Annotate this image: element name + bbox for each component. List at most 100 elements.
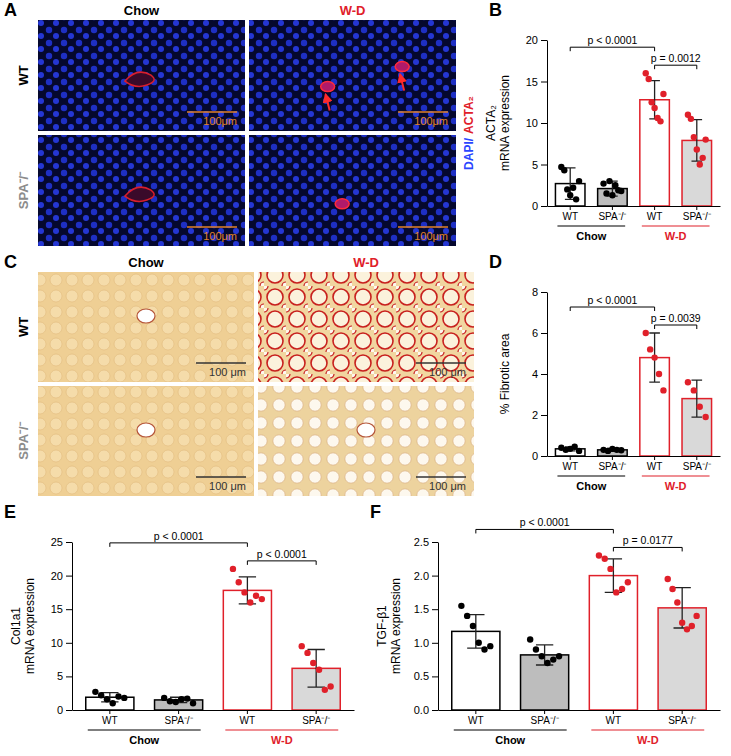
scale-bar: [187, 226, 237, 228]
y-tick: 2.0: [414, 570, 438, 582]
scale-bar-label: 100 μm: [429, 366, 466, 378]
y-axis: 0.00.51.01.52.02.5: [414, 536, 439, 716]
chart: 02468WTSPA⁻/⁻WTSPA⁻/⁻ChowW-D% Fibrotic a…: [498, 286, 721, 492]
tick-mark: [541, 40, 547, 41]
data-point: [310, 660, 316, 666]
bar: [223, 590, 271, 710]
y-tick: 1.5: [414, 603, 438, 615]
tick-mark: [247, 710, 248, 714]
data-point: [660, 91, 666, 97]
y-axis: 0510152025: [51, 536, 73, 716]
tick-mark: [612, 456, 613, 460]
y-tick: 15: [526, 76, 547, 88]
data-point: [98, 692, 104, 698]
axis-line: [438, 543, 439, 711]
data-point: [487, 643, 493, 649]
tick-mark: [541, 292, 547, 293]
group-line: [591, 729, 704, 730]
tick-label: SPA⁻/⁻: [598, 461, 627, 472]
tick-label: 0.5: [414, 670, 429, 682]
scale-bar: [416, 476, 466, 478]
central-vein: [357, 423, 375, 437]
axis-title: TGF-β1: [375, 605, 389, 647]
tick-mark: [541, 165, 547, 166]
data-point: [596, 552, 602, 558]
group-line: [88, 729, 201, 730]
x-tick: WT: [562, 206, 578, 222]
x-tick: SPA⁻/⁻: [668, 710, 697, 726]
bar: [589, 576, 637, 710]
plot-area: [555, 70, 711, 206]
tick-mark: [570, 456, 571, 460]
figure: AChowW-DWTSPA⁻/⁻100μm100μm100μm100μmDAPI…: [0, 0, 731, 756]
central-vein: [137, 423, 155, 437]
axis-title: Col1a1: [9, 607, 23, 645]
tick-mark: [613, 710, 614, 714]
error-bar: [674, 588, 691, 628]
comparison-label: p = 0.0012: [651, 52, 701, 64]
data-point: [247, 599, 253, 605]
panel-letter: C: [4, 252, 17, 272]
y-tick: 15: [51, 603, 72, 615]
tick-label: WT: [468, 715, 484, 726]
axis-line: [547, 41, 548, 207]
data-point: [607, 566, 613, 572]
column-header: W-D: [340, 3, 366, 18]
x-tick: SPA⁻/⁻: [531, 710, 560, 726]
comparison-bracket: [570, 47, 654, 51]
micrograph: [38, 272, 254, 382]
data-point: [299, 643, 305, 649]
group-label: W-D: [271, 734, 293, 746]
tick-mark: [612, 206, 613, 210]
data-point: [665, 576, 671, 582]
micrograph: [38, 20, 245, 131]
y-tick: 0.5: [414, 670, 438, 682]
data-point: [190, 700, 196, 706]
bar: [555, 184, 585, 206]
x-tick: SPA⁻/⁻: [598, 456, 627, 472]
data-point: [694, 146, 700, 152]
data-point: [651, 105, 657, 111]
y-tick: 10: [51, 637, 72, 649]
data-point: [533, 646, 539, 652]
group-line: [225, 729, 338, 730]
axis-title: mRNA expression: [23, 578, 37, 674]
row-header: WT: [16, 317, 31, 337]
tick-label: SPA⁻/⁻: [668, 715, 697, 726]
comparison-bracket: [655, 65, 697, 69]
x-axis: WTSPA⁻/⁻WTSPA⁻/⁻: [439, 710, 721, 726]
scale-bar: [196, 476, 246, 478]
group-label: Chow: [495, 734, 525, 746]
tick-mark: [541, 415, 547, 416]
bar: [452, 631, 500, 710]
tick-mark: [696, 456, 697, 460]
group-label: W-D: [665, 480, 687, 492]
tick-label: 2: [532, 409, 538, 421]
tick-label: 10: [51, 637, 63, 649]
scale-bar: [416, 362, 466, 364]
y-tick: 5: [57, 670, 72, 682]
data-point: [230, 566, 236, 572]
error-bar: [649, 81, 660, 119]
row-header: WT: [16, 65, 31, 85]
scale-bar: [398, 226, 448, 228]
data-point: [327, 683, 333, 689]
comparison-label: p < 0.0001: [587, 294, 637, 306]
data-point: [669, 586, 675, 592]
axis-title: ACTA₂: [484, 105, 498, 141]
tick-label: 15: [526, 76, 538, 88]
y-tick: 20: [51, 570, 72, 582]
data-point: [178, 696, 184, 702]
x-tick: SPA⁻/⁻: [165, 710, 194, 726]
tick-label: 0: [532, 450, 538, 462]
micrograph: [38, 135, 245, 246]
tick-mark: [66, 542, 72, 543]
comparison-bracket: [247, 561, 316, 565]
column-header: Chow: [124, 3, 160, 18]
acta2-stain: [335, 199, 349, 209]
tick-mark: [696, 206, 697, 210]
tick-label: 10: [526, 117, 538, 129]
data-point: [161, 695, 167, 701]
group-line: [454, 729, 567, 730]
y-tick: 1.0: [414, 637, 438, 649]
